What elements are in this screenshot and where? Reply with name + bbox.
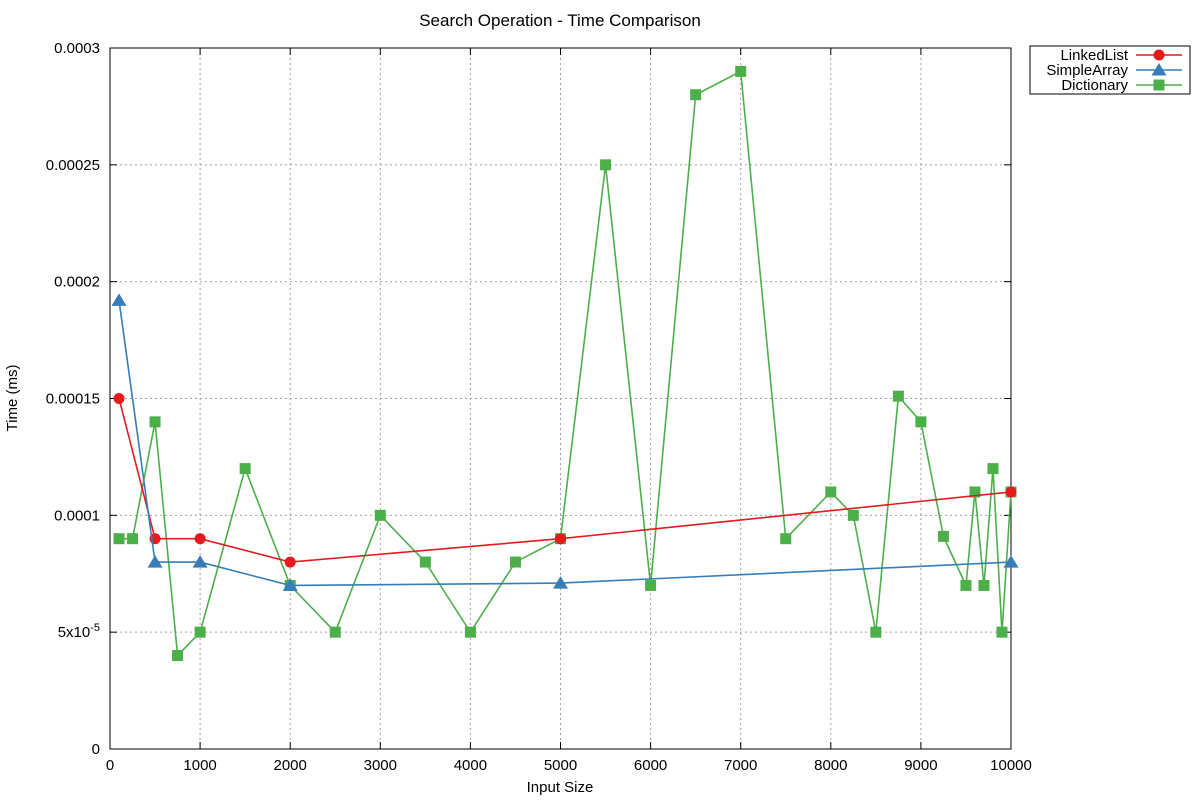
data-point-dictionary bbox=[419, 556, 431, 568]
grid-lines bbox=[110, 48, 1011, 749]
x-axis-ticks: 0 1000 2000 3000 4000 5000 6000 7000 8000 9000 100… bbox=[106, 48, 1032, 774]
x-tick-label: 1000 bbox=[183, 757, 216, 774]
data-point-dictionary bbox=[870, 626, 882, 638]
x-tick-label: 4000 bbox=[454, 757, 487, 774]
data-point-dictionary bbox=[915, 416, 927, 428]
y-tick-label: 0.00025 bbox=[46, 157, 100, 174]
data-point-dictionary bbox=[149, 416, 161, 428]
data-point-dictionary bbox=[960, 579, 972, 591]
data-point-dictionary bbox=[987, 463, 999, 475]
x-tick-label: 0 bbox=[106, 757, 114, 774]
data-point-dictionary bbox=[996, 626, 1008, 638]
legend-marker-dictionary bbox=[1153, 79, 1165, 91]
series-line-dictionary bbox=[119, 70, 1012, 658]
data-point-dictionary bbox=[127, 533, 139, 545]
x-tick-label: 7000 bbox=[724, 757, 757, 774]
data-point-dictionary bbox=[690, 89, 702, 101]
data-point-simplearray bbox=[147, 555, 163, 568]
data-point-simplearray bbox=[1003, 555, 1019, 568]
data-point-dictionary bbox=[645, 579, 657, 591]
data-point-dictionary bbox=[600, 159, 612, 171]
data-point-dictionary bbox=[978, 579, 990, 591]
y-axis-ticks: 0 5x10-5 0.0001 0.00015 0.0002 0.00025 0.0003 bbox=[46, 40, 1011, 758]
data-point-dictionary bbox=[892, 390, 904, 402]
series-line-simplearray bbox=[118, 300, 1012, 587]
data-point-dictionary bbox=[239, 463, 251, 475]
x-tick-label: 3000 bbox=[364, 757, 397, 774]
data-point-linkedlist bbox=[113, 393, 125, 404]
data-point-linkedlist bbox=[1005, 486, 1017, 498]
x-tick-label: 9000 bbox=[904, 757, 937, 774]
data-point-dictionary bbox=[780, 533, 792, 545]
series-simplearray bbox=[111, 293, 1019, 591]
legend-label-dictionary: Dictionary bbox=[1061, 77, 1128, 94]
data-point-dictionary bbox=[374, 509, 386, 521]
x-tick-label: 2000 bbox=[274, 757, 307, 774]
data-point-dictionary bbox=[847, 509, 859, 521]
data-point-simplearray bbox=[192, 555, 208, 568]
data-point-dictionary bbox=[735, 65, 747, 77]
data-point-simplearray bbox=[553, 576, 568, 589]
y-tick-label: 0.00015 bbox=[46, 391, 100, 408]
data-point-dictionary bbox=[194, 626, 206, 638]
data-point-simplearray bbox=[111, 293, 127, 306]
data-point-dictionary bbox=[113, 533, 125, 545]
data-point-linkedlist bbox=[555, 533, 566, 545]
data-point-dictionary bbox=[329, 626, 341, 638]
legend-label-simplearray: SimpleArray bbox=[1046, 62, 1128, 79]
x-tick-label: 5000 bbox=[544, 757, 577, 774]
data-point-dictionary bbox=[464, 626, 476, 638]
data-point-linkedlist bbox=[194, 533, 206, 545]
data-point-dictionary bbox=[509, 556, 521, 568]
x-tick-label: 8000 bbox=[814, 757, 847, 774]
y-tick-label: 5x10-5 bbox=[58, 622, 100, 641]
chart-title: Search Operation - Time Comparison bbox=[419, 11, 701, 30]
data-point-dictionary bbox=[172, 650, 184, 662]
legend-label-linkedlist: LinkedList bbox=[1060, 47, 1128, 64]
data-point-linkedlist bbox=[284, 556, 296, 568]
y-tick-label: 0.0003 bbox=[54, 40, 100, 57]
x-axis-label: Input Size bbox=[527, 779, 594, 796]
x-tick-label: 6000 bbox=[634, 757, 667, 774]
data-point-dictionary bbox=[937, 530, 949, 542]
y-axis-label: Time (ms) bbox=[4, 365, 21, 432]
legend-marker-simplearray bbox=[1151, 63, 1167, 76]
legend-marker-linkedlist bbox=[1153, 49, 1165, 61]
x-tick-label: 10000 bbox=[990, 757, 1032, 774]
data-point-dictionary bbox=[969, 486, 981, 498]
series-layer bbox=[111, 65, 1019, 662]
data-point-dictionary bbox=[825, 486, 837, 498]
y-tick-label: 0 bbox=[92, 741, 100, 758]
data-point-simplearray bbox=[282, 578, 298, 591]
y-tick-label: 0.0002 bbox=[54, 274, 100, 291]
y-tick-label: 0.0001 bbox=[54, 507, 100, 524]
